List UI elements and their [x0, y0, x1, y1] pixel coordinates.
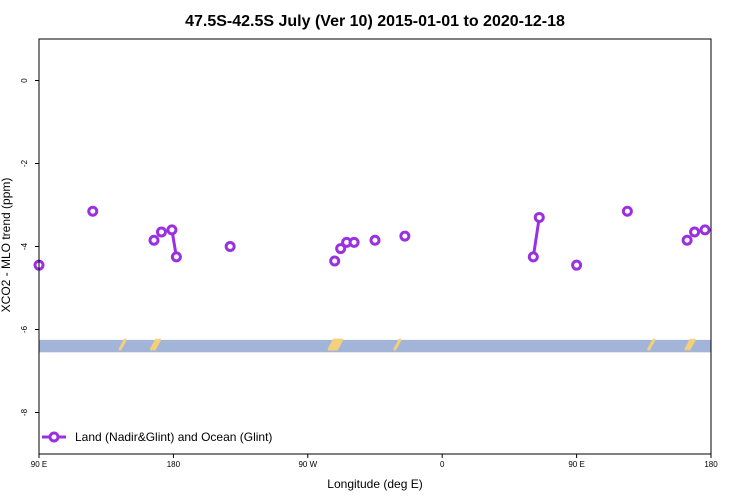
data-point — [369, 234, 381, 246]
ocean-band — [39, 339, 711, 353]
plot-frame — [38, 38, 712, 455]
y-tick-label: -8 — [20, 408, 29, 416]
data-point — [87, 205, 99, 217]
data-point — [399, 230, 411, 242]
land-mark — [335, 338, 344, 351]
surface-band-layer — [39, 339, 711, 353]
y-tick-label: 0 — [20, 78, 29, 83]
y-tick-label: -6 — [20, 325, 29, 333]
land-mark — [152, 338, 161, 351]
land-mark — [118, 338, 127, 351]
data-point — [689, 226, 701, 238]
data-point — [335, 243, 347, 255]
data-point — [681, 234, 693, 246]
series-line — [531, 217, 541, 258]
legend-label: Land (Nadir&Glint) and Ocean (Glint) — [75, 430, 272, 444]
data-point — [348, 236, 360, 248]
land-marks-layer — [118, 338, 696, 351]
land-mark — [647, 338, 656, 351]
y-axis: 0 -2 -4 -6 -8 — [20, 78, 39, 416]
land-mark — [684, 338, 693, 351]
x-tick-label: 90 W — [298, 460, 317, 469]
data-point — [699, 224, 711, 236]
data-point — [527, 251, 539, 263]
x-axis: 90 E 180 90 W 0 90 E 180 — [31, 454, 718, 469]
legend-marker-swatch — [48, 431, 60, 443]
data-point — [571, 259, 583, 271]
chart-title: 47.5S-42.5S July (Ver 10) 2015-01-01 to … — [185, 13, 565, 30]
data-point — [533, 211, 545, 223]
x-tick-label: 90 E — [568, 460, 584, 469]
y-tick-label: -4 — [20, 242, 29, 250]
land-mark — [393, 338, 402, 351]
legend: Land (Nadir&Glint) and Ocean (Glint) — [42, 430, 272, 444]
land-mark — [149, 338, 158, 351]
x-tick-label: 180 — [704, 460, 718, 469]
x-tick-label: 90 E — [31, 460, 47, 469]
data-point — [166, 224, 178, 236]
y-tick-label: -2 — [20, 159, 29, 167]
data-point — [148, 234, 160, 246]
x-tick-label: 180 — [167, 460, 181, 469]
x-axis-label: Longitude (deg E) — [327, 477, 422, 491]
series-layer — [33, 205, 711, 271]
data-point — [170, 251, 182, 263]
data-point — [224, 241, 236, 252]
land-mark — [687, 338, 696, 351]
data-point — [155, 226, 167, 238]
data-point — [329, 255, 341, 267]
data-point — [621, 205, 633, 217]
y-axis-label: XCO2 - MLO trend (ppm) — [0, 178, 13, 313]
x-tick-label: 0 — [440, 460, 445, 469]
